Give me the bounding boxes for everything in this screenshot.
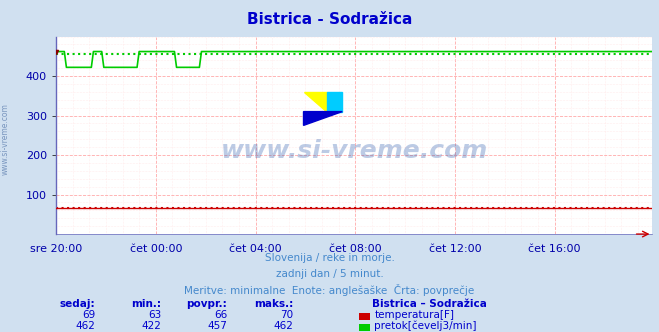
Text: 66: 66 bbox=[214, 310, 227, 320]
Text: Bistrica - Sodražica: Bistrica - Sodražica bbox=[247, 12, 412, 27]
Polygon shape bbox=[304, 92, 328, 112]
Text: maks.:: maks.: bbox=[254, 299, 293, 309]
Text: pretok[čevelj3/min]: pretok[čevelj3/min] bbox=[374, 320, 477, 331]
Text: 63: 63 bbox=[148, 310, 161, 320]
Text: 457: 457 bbox=[208, 321, 227, 331]
Text: 70: 70 bbox=[280, 310, 293, 320]
Text: 462: 462 bbox=[76, 321, 96, 331]
Text: zadnji dan / 5 minut.: zadnji dan / 5 minut. bbox=[275, 269, 384, 279]
Polygon shape bbox=[328, 92, 342, 112]
Text: Meritve: minimalne  Enote: anglešaške  Črta: povprečje: Meritve: minimalne Enote: anglešaške Črt… bbox=[185, 284, 474, 296]
Text: povpr.:: povpr.: bbox=[186, 299, 227, 309]
Text: Slovenija / reke in morje.: Slovenija / reke in morje. bbox=[264, 253, 395, 263]
Text: www.si-vreme.com: www.si-vreme.com bbox=[221, 139, 488, 163]
Text: www.si-vreme.com: www.si-vreme.com bbox=[1, 104, 10, 175]
Text: min.:: min.: bbox=[131, 299, 161, 309]
Text: sedaj:: sedaj: bbox=[60, 299, 96, 309]
Polygon shape bbox=[304, 112, 342, 125]
Text: Bistrica – Sodražica: Bistrica – Sodražica bbox=[372, 299, 487, 309]
Text: 422: 422 bbox=[142, 321, 161, 331]
Text: 462: 462 bbox=[273, 321, 293, 331]
Text: temperatura[F]: temperatura[F] bbox=[374, 310, 454, 320]
Text: 69: 69 bbox=[82, 310, 96, 320]
